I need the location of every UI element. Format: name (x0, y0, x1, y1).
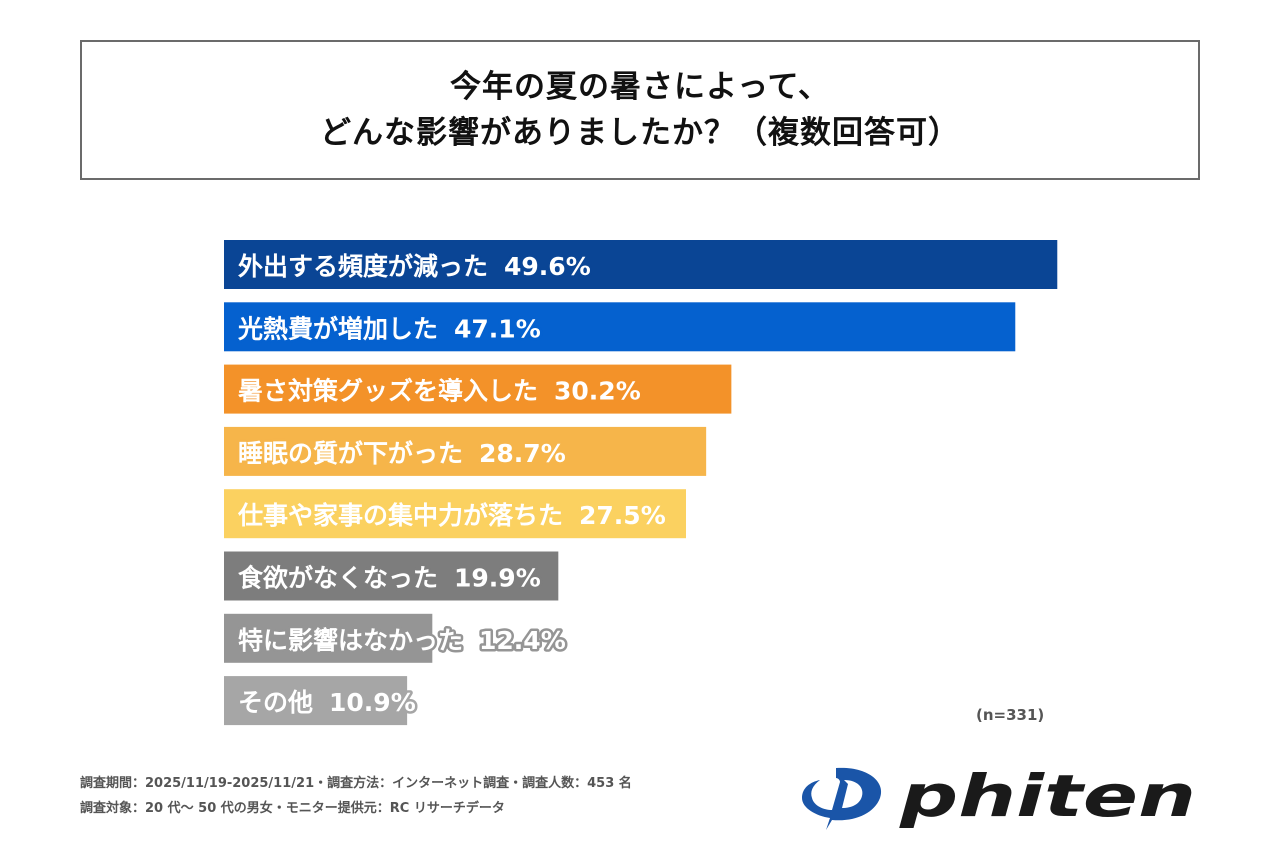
phiten-logo-icon (802, 767, 882, 830)
bar-2 (224, 302, 1016, 352)
value-label: 28.7% (479, 439, 566, 468)
category-label: 特に影響はなかった (238, 626, 463, 655)
category-label: その他 (238, 688, 313, 717)
value-label: 19.9% (454, 564, 541, 593)
bar-7 (224, 613, 433, 663)
category-label: 暑さ対策グッズを導入した (238, 377, 538, 406)
category-label: 睡眠の質が下がった (238, 439, 463, 468)
category-label: 外出する頻度が減った (238, 252, 488, 281)
category-label: 食欲がなくなった (238, 564, 438, 593)
bar-5 (224, 489, 686, 539)
bar-label-4: 睡眠の質が下がった 28.7% (238, 439, 566, 468)
value-label: 47.1% (454, 314, 541, 343)
phiten-logo: phiten (802, 762, 1196, 830)
bar-label-6: 食欲がなくなった 19.9% (238, 564, 541, 593)
title-box: 今年の夏の暑さによって、 どんな影響がありましたか？（複数回答可） (80, 40, 1200, 180)
bar-1 (224, 240, 1058, 289)
survey-footnote-2: 調査対象：20 代～ 50 代の男女・モニター提供元：RC リサーチデータ (80, 801, 505, 816)
value-label: 30.2% (554, 377, 641, 406)
bar-label-5: 仕事や家事の集中力が落ちた 27.5% (237, 501, 666, 530)
chart-title-line-1: 今年の夏の暑さによって、 (450, 69, 830, 105)
sample-size-label: (n=331) (976, 706, 1045, 724)
category-label: 仕事や家事の集中力が落ちた (237, 501, 563, 530)
value-label: 12.4% (479, 626, 566, 655)
bar-6 (224, 551, 559, 601)
bar-4 (224, 426, 707, 476)
bar-label-3: 暑さ対策グッズを導入した 30.2% (238, 377, 641, 406)
survey-footnote-1: 調査期間：2025/11/19-2025/11/21・調査方法：インターネット調… (80, 776, 632, 791)
chart-title-line-2: どんな影響がありましたか？（複数回答可） (320, 115, 960, 151)
phiten-logo-text: phiten (899, 762, 1196, 830)
bar-label-1: 外出する頻度が減った 49.6% (238, 252, 591, 281)
bar-label-8: その他 10.9% (238, 688, 416, 717)
category-label: 光熱費が増加した (237, 314, 438, 343)
bar-3 (224, 364, 732, 414)
value-label: 27.5% (579, 501, 666, 530)
value-label: 49.6% (504, 252, 591, 281)
value-label: 10.9% (329, 688, 416, 717)
bar-label-7: 特に影響はなかった 12.4% (238, 626, 566, 655)
bar-8 (224, 676, 408, 726)
bar-label-2: 光熱費が増加した 47.1% (237, 314, 541, 343)
